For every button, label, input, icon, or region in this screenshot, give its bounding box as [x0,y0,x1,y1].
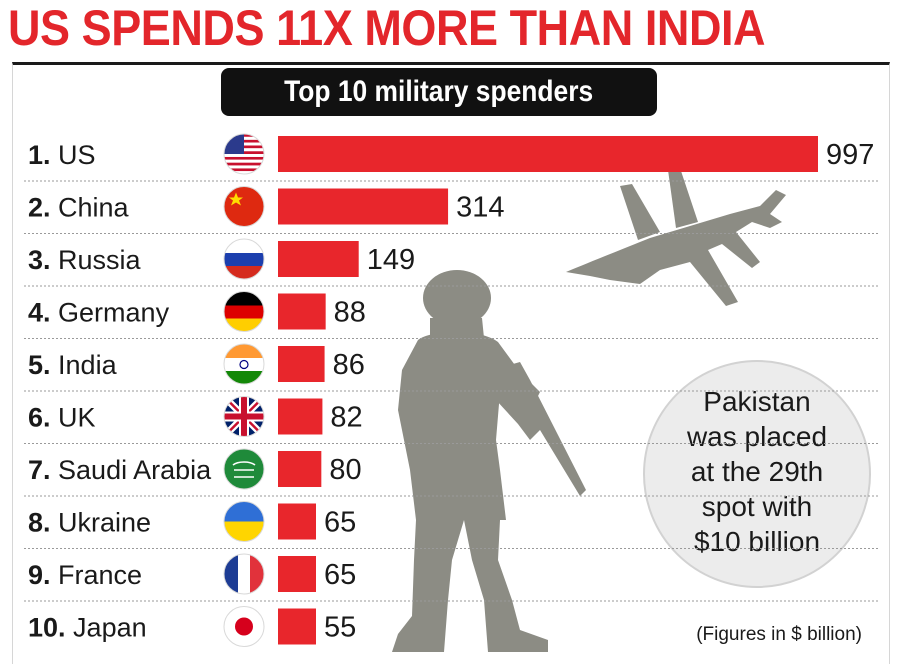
category-label: 8. Ukraine [28,508,151,538]
france-flag-icon [223,553,265,595]
callout-line: was placed [686,421,827,452]
category-label: 1. US [28,140,96,170]
pakistan-callout: Pakistan was placed at the 29th spot wit… [643,360,871,588]
uk-flag-icon [223,396,265,437]
bar [278,608,316,645]
category-label: 2. China [28,193,130,223]
callout-line: at the 29th [691,456,823,487]
value-label: 65 [324,507,356,539]
fighter-jet-silhouette [566,168,786,306]
category-label: 10. Japan [28,613,147,643]
bar [278,556,316,592]
category-label: 9. France [28,560,142,590]
category-label: 6. UK [28,403,96,433]
soldier-silhouette [392,270,586,652]
india-flag-icon [223,343,265,385]
bar-rows: 1. US 997 2. China 314 3. Russia 149 4. German… [24,133,878,647]
category-label: 5. India [28,350,118,380]
value-label: 86 [333,349,365,381]
bar [278,188,449,225]
value-label: 997 [826,139,874,171]
value-label: 80 [329,454,361,486]
value-label: 55 [324,612,356,644]
footnote: (Figures in $ billion) [696,624,862,645]
bar-row: 3. Russia 149 [24,238,878,287]
bar-row: 10. Japan 55 [28,606,356,647]
saudi-arabia-flag-icon [223,448,265,490]
bar-row: 2. China 314 [24,186,878,234]
chart-title: Top 10 military spenders [284,75,594,108]
ukraine-flag-icon [223,501,265,542]
bar [278,136,818,172]
russia-flag-icon [223,238,265,280]
value-label: 314 [456,192,504,224]
china-flag-icon [223,186,265,227]
value-label: 149 [367,244,415,276]
value-label: 65 [324,559,356,591]
bar-row: 5. India 86 [24,343,878,392]
value-label: 88 [334,297,366,329]
category-label: 4. Germany [28,298,170,328]
category-label: 7. Saudi Arabia [28,455,212,485]
japan-flag-icon [223,606,265,647]
category-label: 3. Russia [28,245,142,275]
bar [278,451,322,487]
bar-row: 1. US 997 [24,133,878,182]
headline: US SPENDS 11X MORE THAN INDIA [8,0,766,56]
callout-line: $10 billion [694,526,820,557]
bar-row: 7. Saudi Arabia 80 [24,448,878,497]
value-label: 82 [330,402,362,434]
bar-row: 8. Ukraine 65 [24,501,878,549]
bar [278,241,359,277]
us-flag-icon [223,133,265,175]
germany-flag-icon [223,291,265,332]
bar [278,346,325,382]
subtitle-banner: Top 10 military spenders [221,68,657,116]
bar-row: 4. Germany 88 [24,291,878,339]
bar [278,503,316,540]
bar [278,398,323,435]
bar [278,293,326,330]
bar-row: 9. France 65 [24,553,878,602]
bar-row: 6. UK 82 [24,396,878,444]
